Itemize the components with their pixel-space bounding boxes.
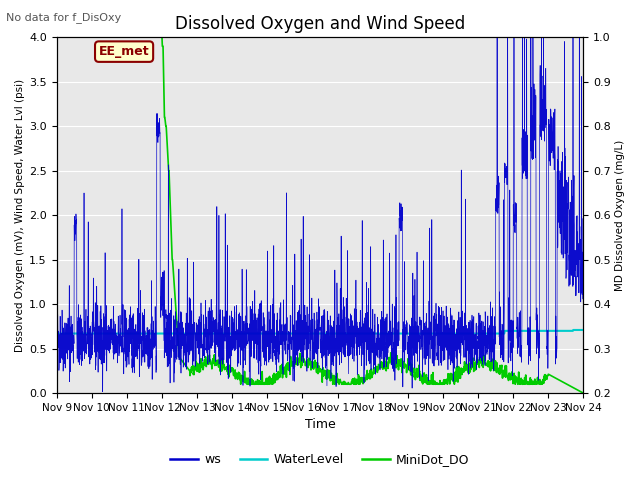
Y-axis label: Dissolved Oxygen (mV), Wind Speed, Water Lvl (psi): Dissolved Oxygen (mV), Wind Speed, Water… (15, 79, 25, 352)
Text: EE_met: EE_met (99, 45, 149, 58)
Legend: ws, WaterLevel, MiniDot_DO: ws, WaterLevel, MiniDot_DO (165, 448, 475, 471)
X-axis label: Time: Time (305, 419, 335, 432)
Y-axis label: MD Dissolved Oxygen (mg/L): MD Dissolved Oxygen (mg/L) (615, 140, 625, 291)
Text: No data for f_DisOxy: No data for f_DisOxy (6, 12, 122, 23)
Title: Dissolved Oxygen and Wind Speed: Dissolved Oxygen and Wind Speed (175, 15, 465, 33)
